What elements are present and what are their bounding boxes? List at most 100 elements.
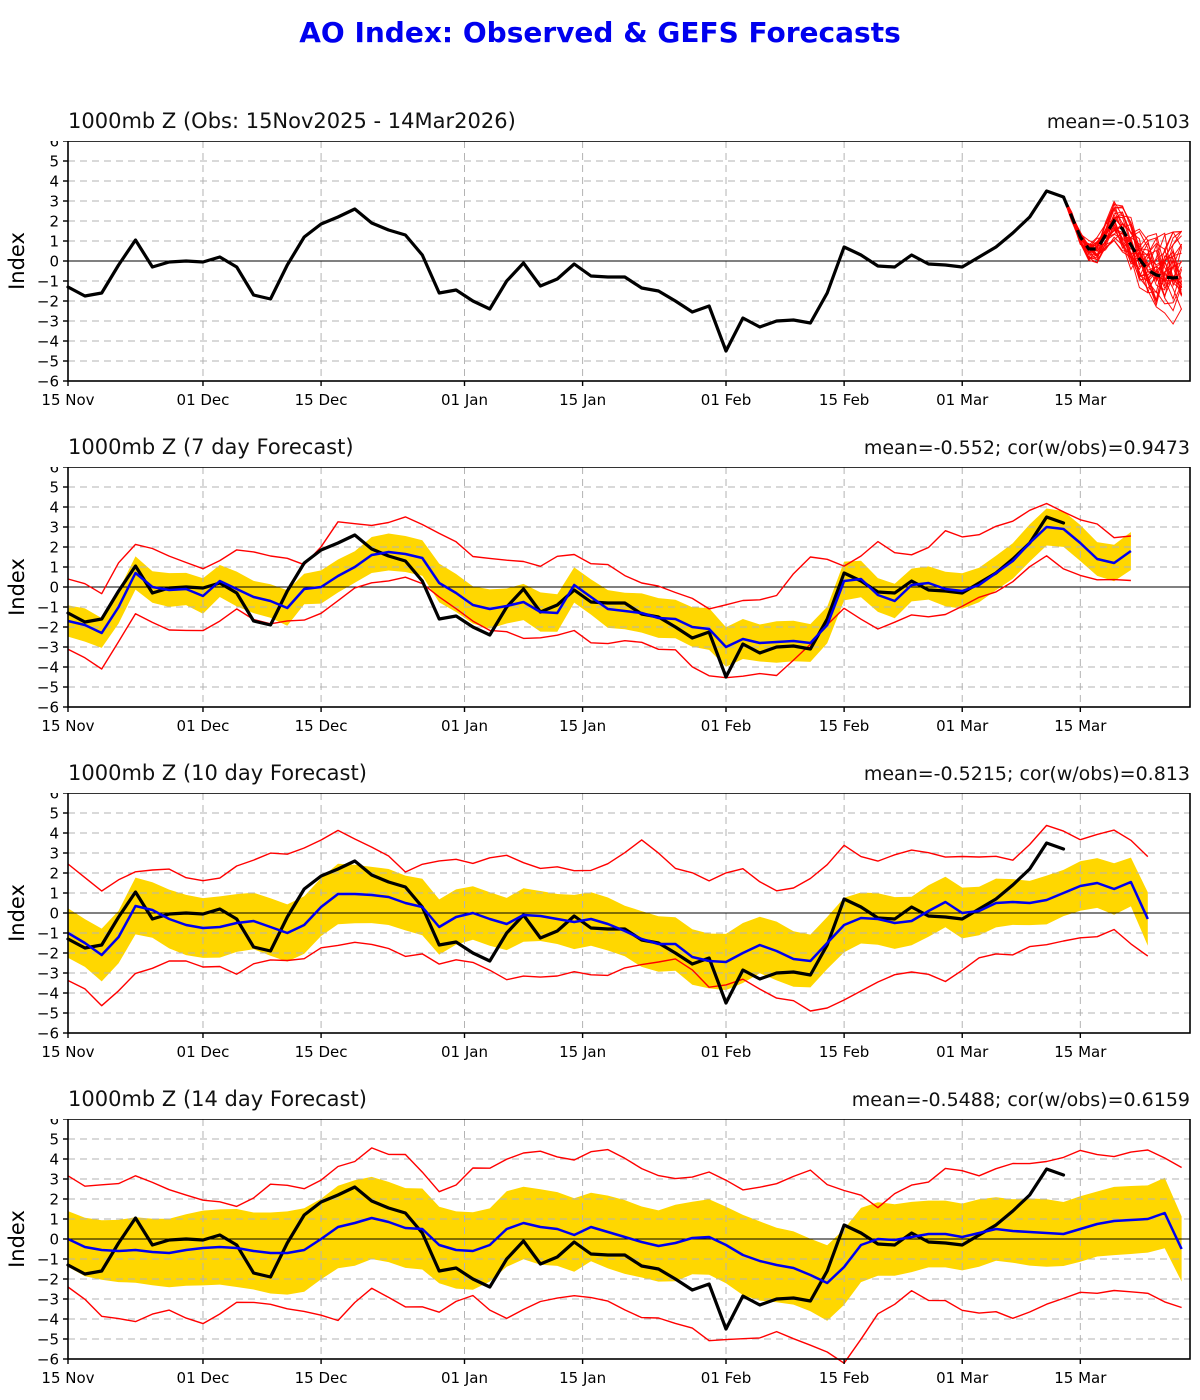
y-tick-label: −3 (37, 639, 59, 657)
axes-ticks: −6 −5 −4 −3 −2 −1 0 1 2 3 4 5 6 15 Nov 01 Dec 15 Dec 01 … (37, 1119, 1107, 1387)
x-tick-label: 15 Jan (559, 1369, 606, 1387)
y-tick-label: 1 (49, 885, 59, 903)
y-tick-label: −4 (37, 1311, 59, 1329)
envelope-max-line (67, 502, 1131, 610)
panel-observed: 1000mb Z (Obs: 15Nov2025 - 14Mar2026) me… (0, 109, 1200, 415)
figure-title: AO Index: Observed & GEFS Forecasts (299, 16, 901, 49)
x-tick-label: 15 Nov (41, 1043, 94, 1061)
y-tick-label: −2 (37, 619, 59, 637)
y-tick-label: −5 (37, 679, 59, 697)
y-tick-label: 2 (49, 1191, 59, 1209)
ensemble-members (1063, 195, 1183, 325)
axes-ticks: −6 −5 −4 −3 −2 −1 0 1 2 3 4 5 6 15 Nov 01 Dec 15 Dec 01 … (37, 793, 1107, 1061)
y-tick-label: 6 (49, 1119, 59, 1129)
y-tick-label: 6 (49, 141, 59, 151)
x-tick-label: 15 Mar (1054, 391, 1107, 409)
plot-7day-forecast: −6 −5 −4 −3 −2 −1 0 1 2 3 4 5 6 15 Nov 01 Dec 15 Dec 01 … (5, 467, 1191, 735)
panel-14day-forecast: 1000mb Z (14 day Forecast) mean=-0.5488;… (0, 1087, 1200, 1393)
x-tick-label: 15 Dec (295, 1043, 348, 1061)
y-tick-label: 4 (49, 173, 59, 191)
panel-header: 1000mb Z (Obs: 15Nov2025 - 14Mar2026) me… (68, 109, 1190, 139)
envelope-min-line (67, 555, 1131, 679)
panel-stats: mean=-0.5215; cor(w/obs)=0.813 (863, 763, 1190, 785)
y-tick-label: 5 (49, 479, 59, 497)
x-tick-label: 15 Feb (819, 1369, 869, 1387)
envelope-max-line (67, 1147, 1182, 1209)
y-tick-label: −1 (37, 273, 59, 291)
panel-stats: mean=-0.552; cor(w/obs)=0.9473 (863, 437, 1190, 459)
x-tick-label: 15 Dec (295, 391, 348, 409)
x-tick-label: 15 Jan (559, 717, 606, 735)
x-tick-label: 01 Mar (936, 1043, 989, 1061)
ensemble-mean-dashed-line (1062, 196, 1182, 280)
panel-header: 1000mb Z (14 day Forecast) mean=-0.5488;… (68, 1087, 1190, 1117)
envelope-max-line (67, 824, 1149, 892)
x-tick-label: 01 Dec (177, 391, 230, 409)
y-tick-label: −2 (37, 1271, 59, 1289)
y-tick-label: 5 (49, 153, 59, 171)
ensemble-mean-line (67, 525, 1132, 649)
y-tick-label: −4 (37, 985, 59, 1003)
y-tick-label: 0 (49, 253, 59, 271)
x-tick-label: 01 Feb (701, 1043, 751, 1061)
y-tick-label: 2 (49, 539, 59, 557)
y-tick-label: 0 (49, 579, 59, 597)
x-tick-label: 01 Mar (936, 1369, 989, 1387)
y-tick-label: −4 (37, 333, 59, 351)
y-tick-label: 0 (49, 1231, 59, 1249)
y-tick-label: −2 (37, 293, 59, 311)
plot-10day-forecast: −6 −5 −4 −3 −2 −1 0 1 2 3 4 5 6 15 Nov 01 Dec 15 Dec 01 … (5, 793, 1191, 1061)
y-tick-label: 1 (49, 233, 59, 251)
y-tick-label: 5 (49, 1131, 59, 1149)
y-tick-label: −5 (37, 1005, 59, 1023)
x-tick-label: 15 Jan (559, 391, 606, 409)
y-axis-label: Index (5, 232, 29, 290)
y-tick-label: −5 (37, 353, 59, 371)
x-tick-label: 01 Jan (441, 1369, 488, 1387)
panel-title: 1000mb Z (7 day Forecast) (68, 435, 354, 459)
envelope-min-line (67, 1286, 1182, 1364)
x-tick-label: 15 Dec (295, 717, 348, 735)
panel-header: 1000mb Z (10 day Forecast) mean=-0.5215;… (68, 761, 1190, 791)
panel-stats: mean=-0.5103 (1046, 111, 1190, 133)
panel-title: 1000mb Z (Obs: 15Nov2025 - 14Mar2026) (68, 109, 516, 133)
plot-14day-forecast: −6 −5 −4 −3 −2 −1 0 1 2 3 4 5 6 15 Nov 01 Dec 15 Dec 01 … (5, 1119, 1191, 1387)
y-tick-label: 3 (49, 845, 59, 863)
observed-line (66, 841, 1066, 1005)
ensemble-mean-line (67, 1211, 1183, 1285)
x-tick-label: 15 Mar (1054, 1369, 1107, 1387)
y-axis-label: Index (5, 1210, 29, 1268)
x-tick-label: 15 Nov (41, 717, 94, 735)
y-axis-label: Index (5, 558, 29, 616)
y-tick-label: −2 (37, 945, 59, 963)
x-tick-label: 01 Mar (936, 717, 989, 735)
y-tick-label: 3 (49, 1171, 59, 1189)
x-tick-label: 01 Jan (441, 1043, 488, 1061)
y-tick-label: −6 (37, 373, 59, 391)
y-tick-label: 4 (49, 499, 59, 517)
panel-10day-forecast: 1000mb Z (10 day Forecast) mean=-0.5215;… (0, 761, 1200, 1067)
x-tick-label: 15 Feb (819, 717, 869, 735)
axes-ticks: −6 −5 −4 −3 −2 −1 0 1 2 3 4 5 6 15 Nov 01 Dec 15 Dec 01 … (37, 467, 1107, 735)
y-tick-label: −5 (37, 1331, 59, 1349)
y-tick-label: −6 (37, 699, 59, 717)
y-tick-label: 2 (49, 213, 59, 231)
y-tick-label: 6 (49, 793, 59, 803)
y-tick-label: 5 (49, 805, 59, 823)
panel-header: 1000mb Z (7 day Forecast) mean=-0.552; c… (68, 435, 1190, 465)
y-tick-label: −3 (37, 1291, 59, 1309)
x-tick-label: 01 Dec (177, 1369, 230, 1387)
y-tick-label: 4 (49, 825, 59, 843)
y-tick-label: −3 (37, 313, 59, 331)
x-tick-label: 15 Nov (41, 391, 94, 409)
x-tick-label: 01 Mar (936, 391, 989, 409)
panel-stats: mean=-0.5488; cor(w/obs)=0.6159 (851, 1089, 1190, 1111)
envelope-min-line (67, 928, 1149, 1012)
plot-observed: −6 −5 −4 −3 −2 −1 0 1 2 3 4 5 6 15 Nov 01 Dec 15 Dec 01 … (5, 141, 1191, 409)
y-tick-label: 2 (49, 865, 59, 883)
y-tick-label: −4 (37, 659, 59, 677)
axes-ticks: −6 −5 −4 −3 −2 −1 0 1 2 3 4 5 6 15 Nov 01 Dec 15 Dec 01 … (37, 141, 1107, 409)
ensemble-spread-band (68, 1176, 1182, 1321)
x-tick-label: 01 Feb (701, 1369, 751, 1387)
